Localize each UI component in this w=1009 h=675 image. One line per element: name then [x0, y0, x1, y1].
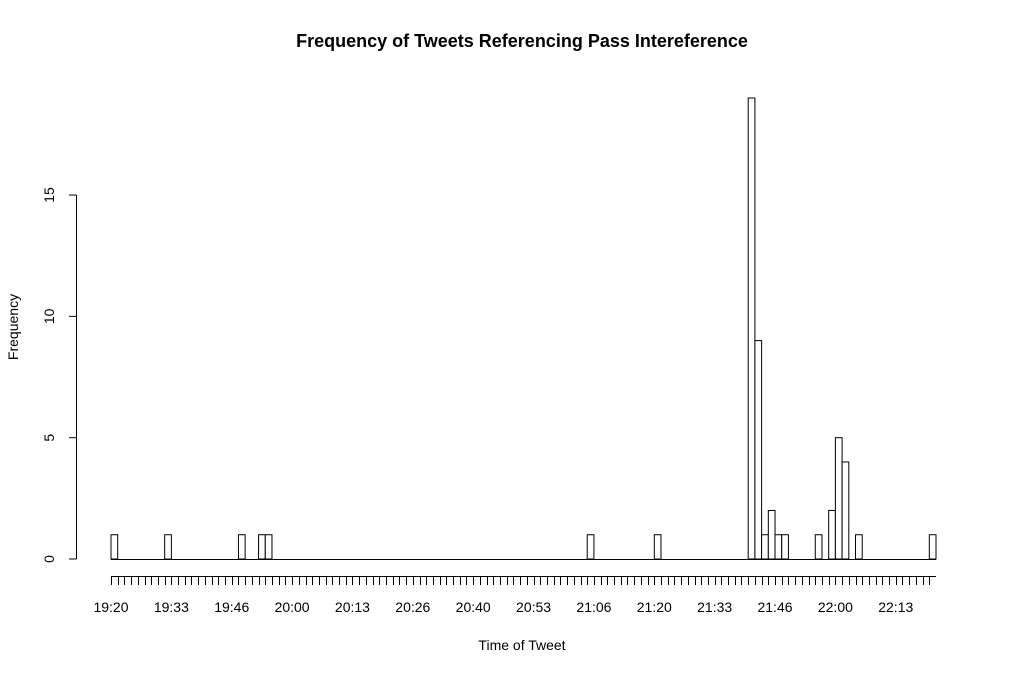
bar [258, 534, 266, 560]
bar [761, 534, 769, 560]
bar [781, 534, 789, 560]
bar [828, 509, 836, 560]
x-tick-label: 20:40 [456, 599, 491, 615]
bar [841, 461, 850, 560]
bar [774, 534, 783, 560]
y-axis: 0 5 10 15 [41, 187, 77, 563]
y-tick-label: 0 [41, 555, 57, 563]
x-tick-label: 20:13 [335, 599, 370, 615]
chart-title: Frequency of Tweets Referencing Pass Int… [296, 31, 748, 51]
bar [653, 534, 662, 560]
bar [767, 509, 776, 560]
x-axis-label: Time of Tweet [478, 637, 565, 653]
bar [110, 534, 119, 560]
bar [754, 340, 763, 560]
x-tick-label: 19:33 [154, 599, 189, 615]
x-tick-label: 22:13 [878, 599, 913, 615]
bar [747, 97, 756, 560]
bar [928, 534, 937, 560]
y-axis-label: Frequency [5, 294, 21, 360]
bar [264, 534, 273, 560]
x-tick-label: 21:46 [757, 599, 792, 615]
x-tick-label: 21:06 [576, 599, 611, 615]
x-tick-label: 22:00 [818, 599, 853, 615]
bar [855, 534, 863, 560]
bar [237, 534, 246, 560]
x-tick-label: 20:00 [275, 599, 310, 615]
x-tick-label: 21:33 [697, 599, 732, 615]
bar [814, 534, 823, 560]
x-tick-label: 20:26 [395, 599, 430, 615]
bar [164, 534, 172, 560]
y-tick-label: 15 [41, 187, 57, 203]
bar [834, 437, 843, 560]
y-tick-label: 5 [41, 434, 57, 442]
x-tick-label: 20:53 [516, 599, 551, 615]
x-tick-label: 19:20 [93, 599, 128, 615]
x-axis: 19:20 19:33 19:46 20:00 20:13 20:26 20:40 20:53… [93, 576, 936, 615]
bars-group [110, 97, 937, 560]
bar [586, 534, 595, 560]
x-tick-label: 19:46 [214, 599, 249, 615]
x-tick-label: 21:20 [637, 599, 672, 615]
y-tick-label: 10 [41, 308, 57, 324]
